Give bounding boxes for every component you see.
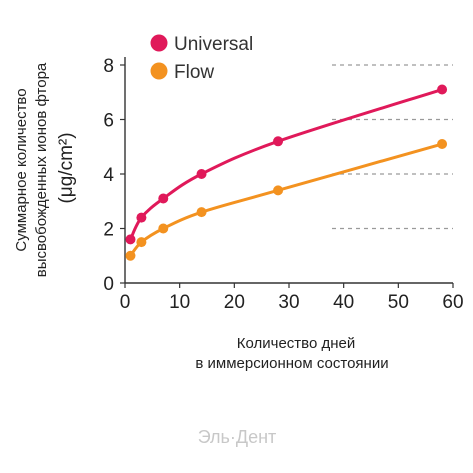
y-axis-label-line-3: (μg/cm²) <box>56 132 77 203</box>
data-point <box>158 193 169 204</box>
data-point <box>273 136 284 147</box>
data-point <box>437 139 448 150</box>
y-axis-label-line-1: Суммарное количество <box>13 88 30 251</box>
data-point <box>158 223 169 234</box>
legend-label: Flow <box>174 62 214 83</box>
x-tick-label: 0 <box>120 292 131 313</box>
x-tick-label: 10 <box>169 292 190 313</box>
x-tick-label: 30 <box>278 292 299 313</box>
y-tick-label: 4 <box>103 165 114 186</box>
data-point <box>437 84 448 95</box>
watermark: Эль·Дент <box>198 427 277 447</box>
y-tick-label: 0 <box>103 274 114 295</box>
x-axis-label-line-1: Количество дней <box>237 335 355 352</box>
y-axis-label-line-2: высвобожденных ионов фтора <box>33 62 50 277</box>
y-axis-label: Суммарное количество высвобожденных ионо… <box>13 62 77 277</box>
data-point <box>136 212 147 223</box>
x-axis-label-line-2: в иммерсионном состоянии <box>195 355 388 372</box>
data-point <box>273 185 284 196</box>
series-group <box>125 84 448 261</box>
axes <box>124 57 453 284</box>
data-point <box>125 250 136 261</box>
y-tick-label: 8 <box>103 56 114 77</box>
legend-label: Universal <box>174 34 253 55</box>
data-point <box>136 237 147 248</box>
data-point <box>196 207 207 218</box>
x-tick-label: 20 <box>224 292 245 313</box>
y-tick-labels: 0 2 4 6 8 <box>103 56 125 295</box>
legend: Universal Flow <box>150 34 253 83</box>
data-point <box>196 169 207 179</box>
x-tick-label: 50 <box>388 292 409 313</box>
legend-marker <box>150 62 168 80</box>
x-tick-labels: 0 10 20 30 40 50 60 <box>120 283 464 313</box>
data-point <box>125 234 136 245</box>
x-tick-label: 40 <box>333 292 354 313</box>
series-line-2 <box>128 142 444 258</box>
x-tick-label: 60 <box>442 292 463 313</box>
y-tick-label: 2 <box>103 220 114 241</box>
y-tick-label: 6 <box>103 111 114 132</box>
legend-marker <box>150 34 168 52</box>
series-line-1 <box>128 88 444 241</box>
